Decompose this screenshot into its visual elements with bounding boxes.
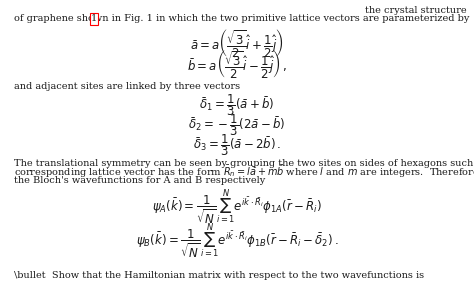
Text: \bullet  Show that the Hamiltonian matrix with respect to the two wavefunctions : \bullet Show that the Hamiltonian matrix… xyxy=(14,271,424,280)
Text: $\psi_A(\bar{k}) = \dfrac{1}{\sqrt{N}}\sum_{i=1}^{N} e^{i\bar{k}\cdot\bar{R}_i}\: $\psi_A(\bar{k}) = \dfrac{1}{\sqrt{N}}\s… xyxy=(152,187,322,226)
Text: the Bloch's wavefunctions for A and B respectively: the Bloch's wavefunctions for A and B re… xyxy=(14,176,265,185)
Text: 1: 1 xyxy=(91,14,97,24)
Text: The translational symmetry can be seen by grouping the two sites on sides of hex: The translational symmetry can be seen b… xyxy=(14,159,474,168)
Text: and adjacent sites are linked by three vectors: and adjacent sites are linked by three v… xyxy=(14,82,240,91)
Text: of graphene shown in Fig. 1 in which the two primitive lattice vectors are param: of graphene shown in Fig. 1 in which the… xyxy=(14,14,470,24)
Text: $\bar{\delta}_3 = \dfrac{1}{3}(\bar{a}-2\bar{b})\,.$: $\bar{\delta}_3 = \dfrac{1}{3}(\bar{a}-2… xyxy=(193,132,281,158)
Text: $\psi_B(\bar{k}) = \dfrac{1}{\sqrt{N}}\sum_{i=1}^{N} e^{i\bar{k}\cdot\bar{R}_i}\: $\psi_B(\bar{k}) = \dfrac{1}{\sqrt{N}}\s… xyxy=(136,221,338,260)
Text: corresponding lattice vector has the form $\bar{R}_n = l\bar{a} + m\bar{b}$ wher: corresponding lattice vector has the for… xyxy=(14,164,474,180)
Text: $\bar{\delta}_1 = \dfrac{1}{3}(\bar{a}+\bar{b})$: $\bar{\delta}_1 = \dfrac{1}{3}(\bar{a}+\… xyxy=(199,93,275,118)
Text: the crystal structure: the crystal structure xyxy=(365,6,467,15)
Text: $\bar{b} = a\left(\dfrac{\sqrt{3}}{2}\hat{i} - \dfrac{1}{2}\hat{j}\right)\,,$: $\bar{b} = a\left(\dfrac{\sqrt{3}}{2}\ha… xyxy=(187,48,287,80)
FancyBboxPatch shape xyxy=(90,13,98,25)
Text: $\bar{a} = a\left(\dfrac{\sqrt{3}}{2}\hat{i} + \dfrac{1}{2}\hat{j}\right)$: $\bar{a} = a\left(\dfrac{\sqrt{3}}{2}\ha… xyxy=(190,27,284,59)
Text: $\bar{\delta}_2 = -\dfrac{1}{3}(2\bar{a}-\bar{b})$: $\bar{\delta}_2 = -\dfrac{1}{3}(2\bar{a}… xyxy=(188,113,286,138)
